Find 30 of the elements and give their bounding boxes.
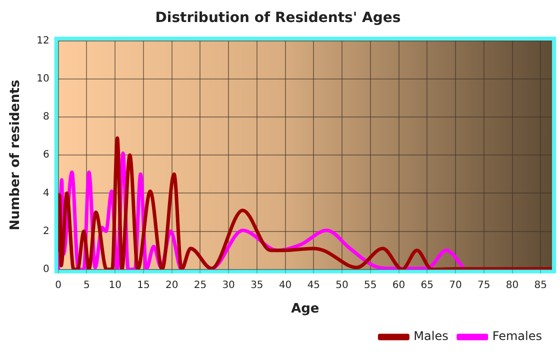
legend-label: Males	[414, 329, 448, 344]
x-tick-label: 30	[222, 280, 235, 291]
x-tick-label: 0	[55, 280, 62, 291]
x-tick-label: 70	[449, 280, 462, 291]
x-tick-label: 25	[194, 280, 207, 291]
x-tick-label: 80	[506, 280, 519, 291]
y-tick-label: 6	[42, 150, 50, 161]
y-tick-label: 10	[36, 73, 50, 84]
x-tick-label: 40	[278, 280, 292, 291]
x-tick-label: 20	[165, 280, 178, 291]
x-tick-label: 75	[478, 280, 490, 291]
x-tick-label: 60	[392, 280, 406, 291]
y-axis-title: Number of residents	[8, 80, 24, 230]
x-tick-label: 5	[84, 280, 90, 291]
x-tick-label: 15	[137, 280, 150, 291]
y-tick-label: 0	[42, 264, 50, 275]
x-tick-label: 50	[336, 280, 348, 291]
y-tick-label: 4	[42, 188, 50, 199]
y-tick-label: 8	[42, 112, 50, 123]
x-tick-label: 10	[108, 280, 122, 291]
chart-title: Distribution of Residents' Ages	[155, 10, 401, 26]
x-tick-label: 35	[250, 280, 264, 291]
x-axis-title: Age	[291, 302, 320, 317]
y-tick-label: 12	[36, 35, 50, 46]
x-tick-label: 45	[307, 280, 320, 291]
y-tick-label: 2	[42, 226, 50, 237]
x-tick-label: 55	[364, 280, 377, 291]
x-tick-label: 65	[420, 280, 434, 291]
x-tick-label: 85	[534, 280, 548, 291]
legend-label: Females	[492, 329, 542, 344]
